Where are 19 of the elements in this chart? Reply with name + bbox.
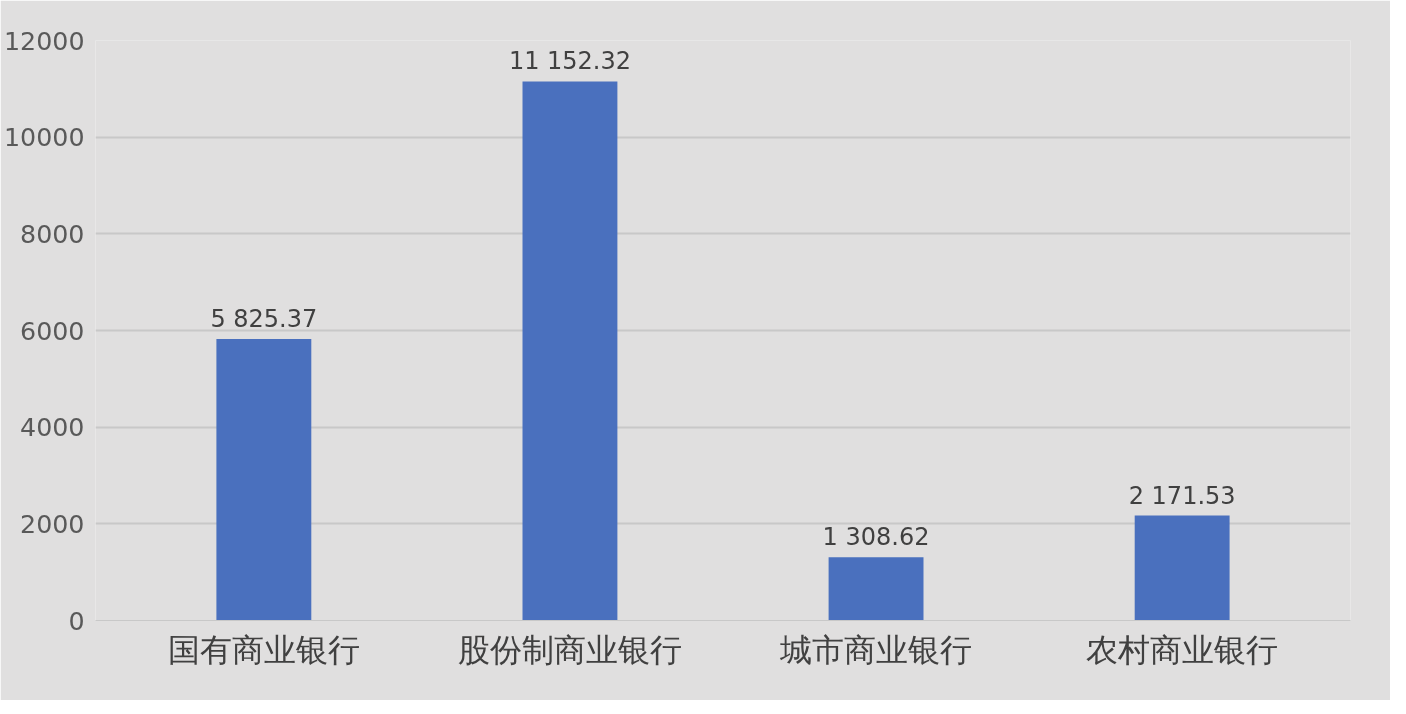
y-tick-label: 8000: [20, 218, 85, 249]
y-tick-label: 6000: [20, 315, 85, 346]
data-label: 5 825.37: [210, 304, 318, 333]
y-tick-label: 2000: [20, 508, 85, 539]
bar: [216, 338, 312, 621]
y-tick-label: 12000: [3, 25, 85, 56]
x-tick-label: 农村商业银行: [1086, 631, 1279, 668]
bar: [522, 81, 618, 621]
y-tick-label: 4000: [20, 412, 85, 443]
bar: [828, 557, 924, 621]
x-tick-label: 城市商业银行: [779, 631, 973, 668]
y-tick-label: 10000: [3, 122, 85, 153]
data-label: 1 308.62: [822, 523, 930, 552]
x-tick-label: 国有商业银行: [167, 631, 360, 668]
data-label: 11 152.32: [508, 47, 632, 76]
y-tick-label: 0: [68, 605, 85, 636]
x-tick-label: 股份制商业银行: [457, 631, 682, 668]
bar: [1134, 515, 1230, 621]
data-label: 2 171.53: [1128, 481, 1236, 510]
